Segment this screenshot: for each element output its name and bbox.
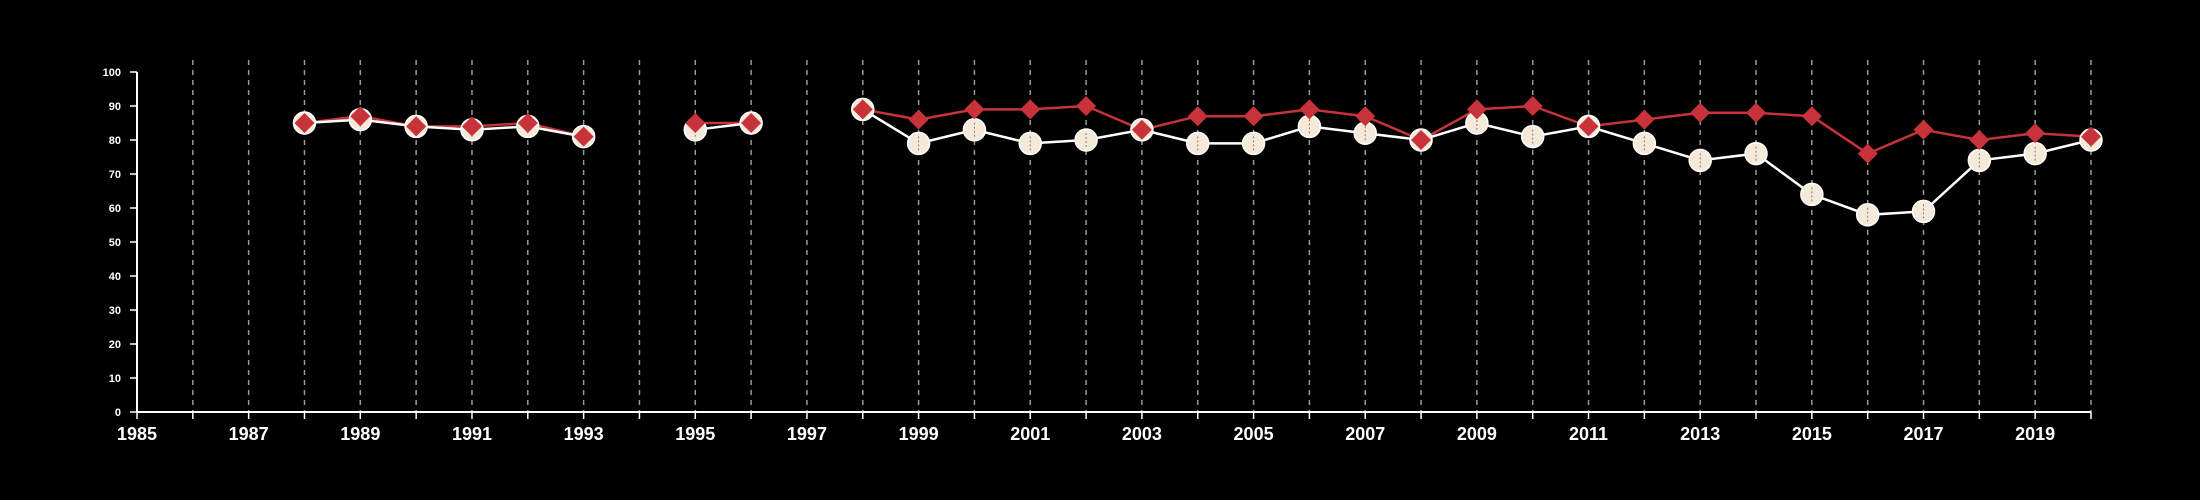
circle-point-2001 [1018, 131, 1043, 156]
x-tick-label: 2017 [1903, 424, 1943, 444]
diamond-point-1988 [294, 113, 315, 133]
y-tick-label: 0 [115, 407, 121, 419]
diamond-point-1999 [908, 109, 929, 130]
circle-point-2010 [1520, 124, 1545, 149]
diamond-point-2002 [1076, 96, 1097, 116]
x-tick-label: 2019 [2015, 424, 2055, 444]
diamond-point-2007 [1355, 106, 1376, 127]
y-tick-label: 10 [109, 373, 121, 385]
diamond-point-2014 [1746, 102, 1767, 123]
diamond-point-1992 [517, 113, 538, 133]
diamond-point-2008 [1411, 130, 1432, 150]
x-tick-label: 1997 [787, 424, 827, 444]
circle-point-2000 [962, 118, 987, 142]
diamond-point-2018 [1969, 130, 1990, 150]
x-tick-label: 1999 [899, 424, 939, 444]
circle-point-2016 [1855, 203, 1880, 227]
circle-point-2004 [1185, 131, 1210, 156]
y-tick-label: 70 [109, 169, 121, 181]
y-tick-label: 40 [109, 271, 121, 283]
diamond-point-2016 [1857, 143, 1878, 164]
x-tick-label: 2013 [1680, 424, 1720, 444]
circle-point-2017 [1911, 199, 1936, 224]
y-tick-label: 20 [109, 339, 121, 351]
data-points [292, 96, 2103, 227]
tick-labels: 1985 1987 1989 1991 1993 1995 1997 1999 2001 2003… [103, 67, 2056, 444]
diamond-point-2012 [1634, 109, 1655, 130]
x-tick-label: 1993 [564, 424, 604, 444]
x-tick-label: 2005 [1234, 424, 1274, 444]
diamond-point-2003 [1131, 119, 1152, 140]
circle-point-2018 [1967, 148, 1992, 173]
y-tick-label: 80 [109, 135, 121, 147]
x-tick-label: 2009 [1457, 424, 1497, 444]
diamond-point-1990 [406, 116, 427, 137]
grid-lines [192, 60, 2092, 412]
x-tick-label: 2003 [1122, 424, 1162, 444]
diamond-point-2001 [1020, 99, 1041, 120]
y-tick-label: 60 [109, 203, 121, 215]
y-tick-label: 100 [103, 67, 121, 79]
diamond-point-1993 [573, 126, 594, 147]
diamond-point-2010 [1522, 96, 1543, 116]
circle-point-1999 [906, 131, 931, 156]
x-tick-label: 2011 [1569, 424, 1608, 444]
diamond-point-2015 [1801, 106, 1822, 127]
circle-point-2002 [1074, 128, 1098, 152]
diamond-point-2006 [1299, 99, 1320, 120]
diamond-point-1995 [685, 113, 706, 133]
y-tick-label: 90 [109, 101, 121, 113]
circle-point-2015 [1800, 182, 1824, 207]
diamond-point-2017 [1913, 119, 1934, 140]
x-tick-label: 1995 [675, 424, 715, 444]
diamond-point-2000 [964, 99, 985, 120]
diamond-point-1991 [461, 116, 482, 137]
x-tick-label: 2007 [1345, 424, 1385, 444]
circle-point-2012 [1632, 131, 1657, 156]
y-tick-label: 30 [109, 305, 121, 317]
diamond-point-2011 [1578, 116, 1599, 137]
circle-point-2014 [1744, 141, 1768, 166]
x-tick-label: 1985 [117, 424, 157, 444]
x-tick-label: 1987 [229, 424, 269, 444]
diamond-point-2009 [1466, 99, 1487, 120]
y-tick-label: 50 [109, 237, 121, 249]
circle-point-2013 [1688, 148, 1712, 173]
series-a-line-segment-0 [304, 118, 584, 138]
diamond-point-2020 [2081, 126, 2101, 147]
circle-point-2019 [2023, 141, 2047, 166]
diamond-point-2004 [1187, 106, 1208, 127]
diamond-point-2019 [2025, 123, 2046, 144]
diamond-point-1998 [852, 99, 873, 120]
diamond-point-1996 [741, 113, 762, 133]
circle-point-2005 [1241, 131, 1266, 156]
x-tick-label: 2001 [1010, 424, 1050, 444]
x-tick-label: 2015 [1792, 424, 1832, 444]
diamond-point-2005 [1243, 106, 1264, 127]
axes [130, 71, 2092, 419]
x-tick-label: 1989 [340, 424, 380, 444]
diamond-point-2013 [1690, 102, 1711, 123]
diamond-point-1989 [350, 106, 371, 127]
x-tick-label: 1991 [452, 424, 492, 444]
